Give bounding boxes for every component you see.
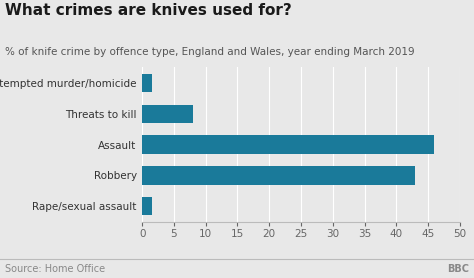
Text: BBC: BBC: [447, 264, 469, 274]
Bar: [142, 166, 415, 185]
Text: Source: Home Office: Source: Home Office: [5, 264, 105, 274]
Text: What crimes are knives used for?: What crimes are knives used for?: [5, 3, 292, 18]
Bar: [142, 105, 193, 123]
Bar: [142, 197, 152, 215]
Bar: [142, 135, 434, 154]
Text: % of knife crime by offence type, England and Wales, year ending March 2019: % of knife crime by offence type, Englan…: [5, 47, 414, 57]
Bar: [142, 74, 152, 92]
